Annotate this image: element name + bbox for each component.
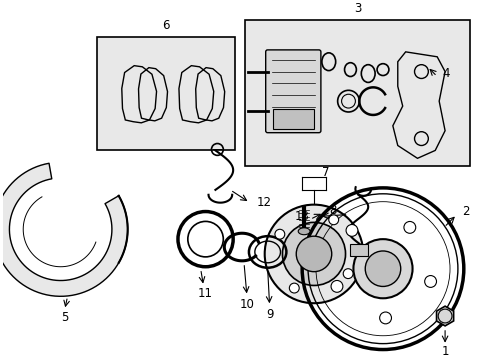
Circle shape [379, 312, 391, 324]
Circle shape [353, 239, 412, 298]
Circle shape [330, 280, 342, 292]
Polygon shape [0, 163, 127, 296]
Circle shape [274, 229, 284, 239]
Text: 6: 6 [162, 19, 169, 32]
Polygon shape [436, 306, 453, 326]
Text: 13: 13 [294, 210, 308, 223]
Ellipse shape [298, 228, 309, 235]
Text: 3: 3 [353, 2, 360, 15]
Circle shape [282, 222, 345, 285]
Text: 8: 8 [328, 204, 335, 217]
Text: 7: 7 [321, 166, 329, 179]
Circle shape [264, 204, 363, 303]
Text: 4: 4 [441, 67, 448, 80]
Text: 5: 5 [61, 311, 68, 324]
Text: 9: 9 [265, 307, 273, 320]
Circle shape [346, 225, 357, 236]
Circle shape [289, 283, 299, 293]
Bar [97, 37, 235, 150]
Circle shape [424, 275, 436, 287]
Circle shape [328, 215, 338, 225]
Circle shape [343, 269, 352, 279]
Circle shape [365, 251, 400, 287]
FancyBboxPatch shape [265, 50, 320, 133]
Text: 11: 11 [198, 287, 213, 300]
Circle shape [296, 236, 331, 272]
Text: 10: 10 [239, 298, 254, 311]
Circle shape [403, 221, 415, 233]
Text: 12: 12 [256, 196, 271, 209]
Bar [272, 109, 313, 129]
Text: 1: 1 [441, 345, 448, 358]
Bar [350, 244, 367, 256]
Bar [244, 20, 469, 166]
Text: 2: 2 [461, 205, 468, 218]
